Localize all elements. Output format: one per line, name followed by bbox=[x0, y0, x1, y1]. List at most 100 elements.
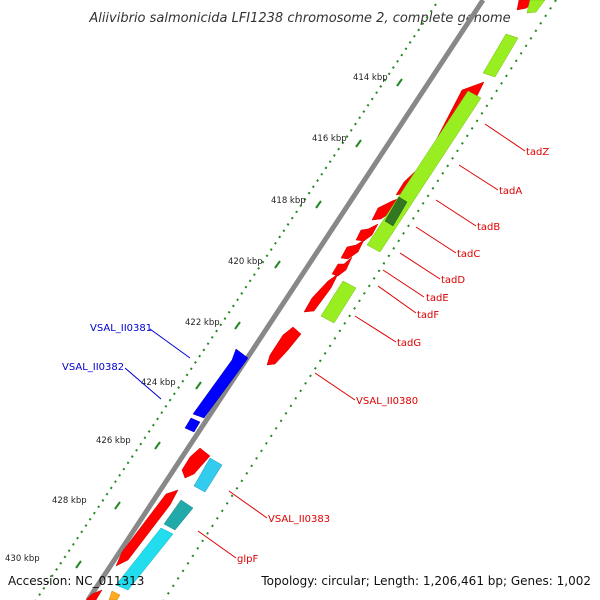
track-dot bbox=[465, 134, 469, 138]
scale-tick-label: 414 kbp bbox=[353, 73, 388, 83]
track-dot bbox=[417, 28, 421, 32]
inner-dotted-track bbox=[162, 0, 557, 600]
track-dot bbox=[151, 423, 155, 427]
scale-tick bbox=[154, 441, 161, 450]
track-dot bbox=[50, 574, 54, 578]
gene-label: tadB bbox=[477, 222, 500, 233]
track-dot bbox=[353, 306, 356, 310]
track-dot bbox=[196, 546, 200, 550]
track-dot bbox=[313, 366, 317, 370]
hit-track bbox=[108, 457, 223, 600]
track-dot bbox=[105, 492, 109, 496]
track-dot bbox=[434, 3, 437, 7]
track-dot bbox=[383, 78, 387, 82]
track-dot bbox=[323, 351, 327, 355]
gene-tadD-arrow bbox=[355, 223, 379, 242]
track-dot bbox=[554, 0, 557, 3]
track-dot bbox=[400, 53, 404, 57]
hit-segment bbox=[193, 457, 223, 493]
track-dot bbox=[412, 34, 416, 38]
track-dot bbox=[244, 285, 248, 289]
track-dot bbox=[147, 430, 151, 433]
track-dot bbox=[92, 511, 96, 515]
track-dot bbox=[337, 147, 341, 151]
track-dot bbox=[451, 156, 454, 160]
track-dot bbox=[160, 411, 164, 415]
reverse-cds-track bbox=[184, 348, 249, 433]
track-dot bbox=[358, 299, 361, 303]
gene-labels: tadZ tadA tadB tadC tadD tadE tadF tadG … bbox=[62, 147, 549, 565]
track-dot bbox=[372, 276, 376, 280]
track-dot bbox=[456, 149, 459, 153]
track-dot bbox=[338, 329, 342, 333]
hit-segment bbox=[163, 499, 194, 531]
track-dot bbox=[549, 6, 552, 10]
track-dot bbox=[235, 486, 239, 490]
track-dot bbox=[46, 580, 50, 584]
track-dot bbox=[333, 336, 337, 340]
track-dot bbox=[80, 530, 84, 534]
scale-tick bbox=[195, 381, 202, 390]
scale-tick bbox=[315, 200, 322, 209]
track-dot bbox=[332, 154, 336, 157]
track-dot bbox=[421, 201, 425, 205]
track-dot bbox=[303, 197, 307, 201]
gene-label: tadF bbox=[417, 310, 439, 321]
track-dot bbox=[294, 396, 298, 400]
track-dot bbox=[118, 473, 122, 477]
track-dot bbox=[460, 141, 464, 145]
gene-label: tadG bbox=[397, 338, 421, 349]
gene-VSAL_II0381-arrow bbox=[192, 348, 249, 419]
gene-VSAL_II0383-arrow bbox=[181, 447, 211, 479]
track-dot bbox=[186, 561, 190, 565]
track-dot bbox=[201, 539, 205, 543]
hit-segment bbox=[108, 590, 121, 600]
track-dot bbox=[402, 231, 405, 235]
scale-tick bbox=[274, 260, 281, 269]
track-dot bbox=[391, 66, 395, 69]
track-dot bbox=[88, 517, 92, 521]
track-dot bbox=[223, 317, 227, 320]
track-dot bbox=[97, 505, 101, 509]
scale-tick-label: 430 kbp bbox=[5, 554, 40, 564]
track-dot bbox=[250, 464, 254, 468]
label-leaders bbox=[197, 123, 526, 559]
scale-tick-label: 422 kbp bbox=[185, 318, 220, 328]
track-dot bbox=[210, 335, 214, 339]
track-dot bbox=[318, 359, 322, 363]
track-dot bbox=[231, 304, 235, 308]
track-dot bbox=[177, 386, 181, 389]
track-dot bbox=[367, 284, 371, 288]
track-dot bbox=[67, 549, 71, 553]
track-dot bbox=[236, 298, 239, 302]
track-dot bbox=[211, 524, 214, 528]
track-dot bbox=[429, 9, 433, 13]
scale-tick-label: 424 kbp bbox=[141, 378, 176, 388]
track-dot bbox=[63, 555, 67, 559]
gene-tadZ-arrow bbox=[516, 0, 533, 11]
gene-label: VSAL_II0383 bbox=[268, 514, 330, 525]
scale-tick bbox=[234, 321, 241, 330]
track-dot bbox=[407, 224, 410, 228]
track-dot bbox=[261, 260, 265, 264]
track-dot bbox=[38, 593, 42, 596]
track-dot bbox=[240, 292, 244, 295]
track-dot bbox=[278, 235, 282, 239]
track-dot bbox=[375, 91, 378, 95]
scale-tick-label: 416 kbp bbox=[312, 134, 347, 144]
track-dot bbox=[171, 584, 175, 588]
track-dot bbox=[441, 171, 445, 175]
track-dot bbox=[490, 96, 494, 100]
gene-label: tadD bbox=[441, 275, 465, 286]
accession-text: Accession: NC_011313 bbox=[8, 574, 145, 588]
outer-dotted-track bbox=[34, 3, 437, 600]
track-dot bbox=[274, 241, 277, 245]
orf-segment bbox=[482, 33, 519, 78]
track-dot bbox=[425, 15, 429, 19]
track-dot bbox=[257, 266, 261, 270]
track-dot bbox=[362, 291, 366, 295]
track-dot bbox=[328, 344, 332, 348]
track-dot bbox=[299, 389, 303, 393]
gene-VSAL_II0380-arrow bbox=[266, 326, 302, 366]
track-dot bbox=[215, 329, 218, 333]
